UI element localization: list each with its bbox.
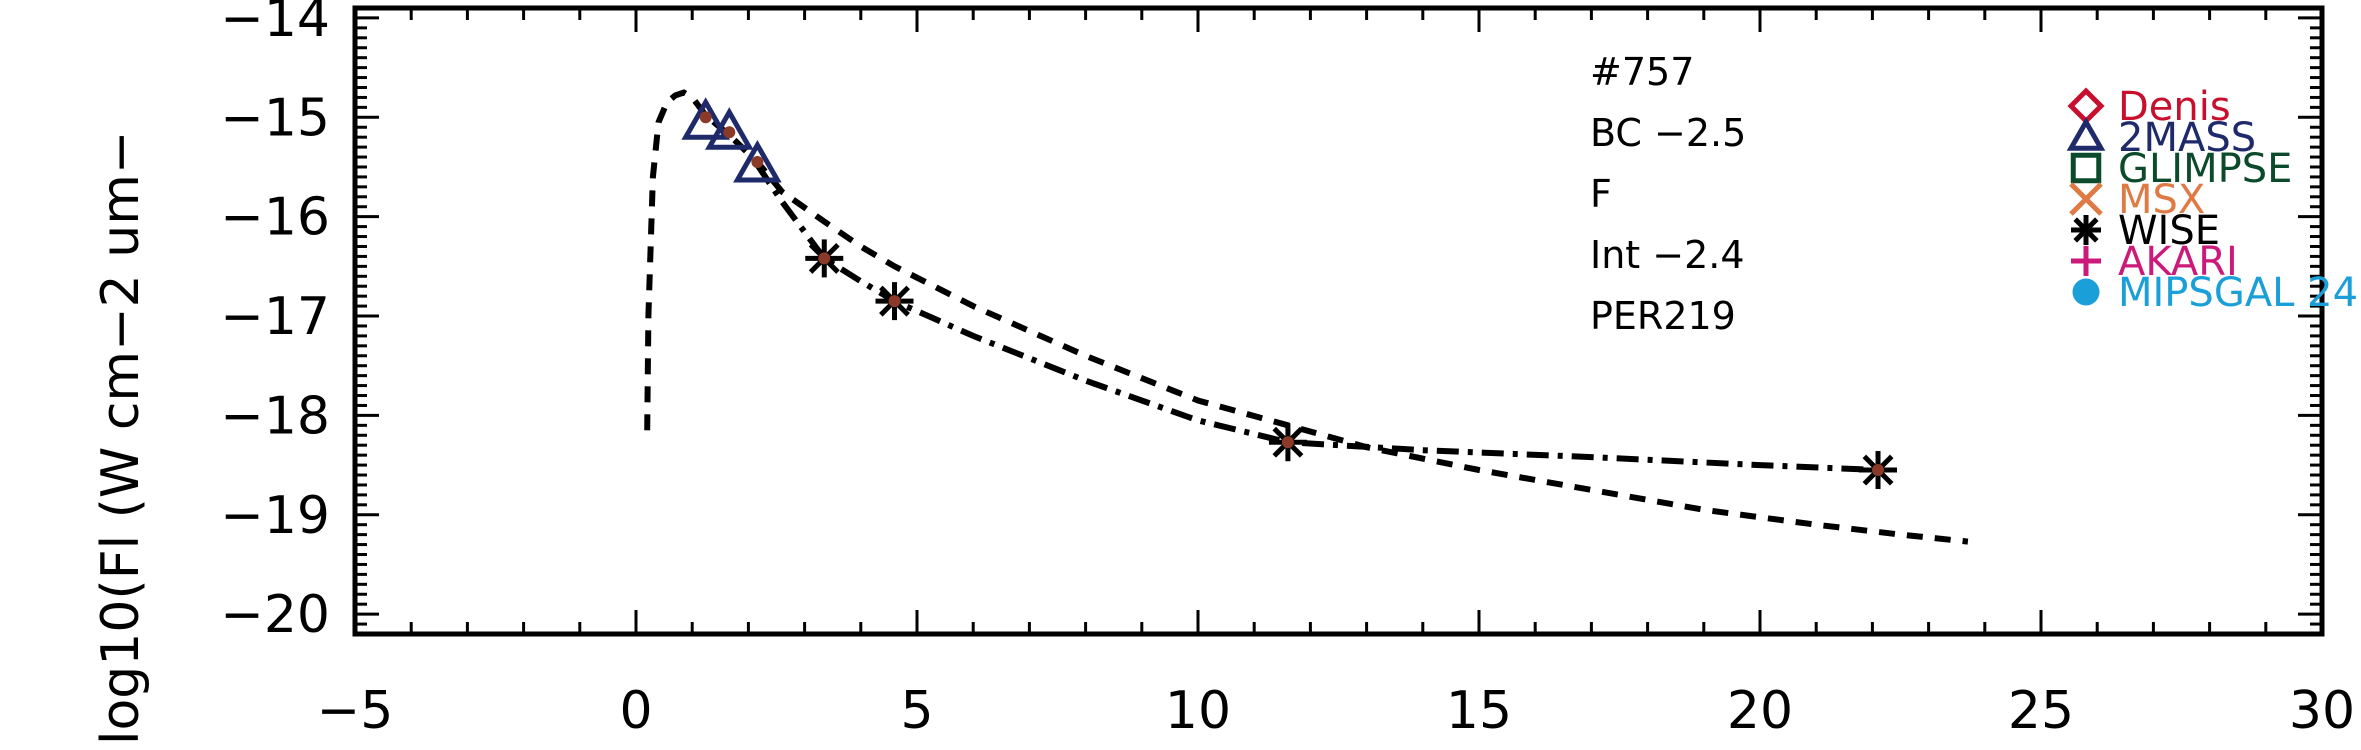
triangle-data-point <box>733 139 782 183</box>
legend-label: AKARI <box>2118 239 2238 285</box>
legend-label: WISE <box>2118 208 2220 254</box>
square-marker <box>2070 152 2102 184</box>
y-tick-label: −14 <box>220 0 330 49</box>
triangle-data-point <box>704 107 754 150</box>
x-tick-label: 30 <box>2289 681 2355 741</box>
y-tick-label: −17 <box>220 287 330 347</box>
model-curves <box>644 89 1969 545</box>
asterisk-marker <box>2071 215 2101 245</box>
x-tick-label: −5 <box>317 681 394 741</box>
legend-entry: AKARI <box>2071 239 2238 285</box>
legend-entry: Denis <box>2067 84 2231 130</box>
y-tick-label: −18 <box>220 386 330 446</box>
legend-label: GLIMPSE <box>2118 146 2292 192</box>
annotation-line: BC −2.5 <box>1590 111 1746 155</box>
legend-label: 2MASS <box>2118 115 2256 161</box>
legend-label: Denis <box>2118 84 2231 130</box>
legend-label: MSX <box>2118 177 2205 223</box>
legend-label: MIPSGAL 24 <box>2118 270 2358 316</box>
legend-entry: 2MASS <box>2066 115 2256 161</box>
dot-data-point <box>723 126 736 139</box>
annotation-line: F <box>1590 172 1612 216</box>
plot-frame <box>352 5 2325 637</box>
diamond-marker <box>2067 87 2105 125</box>
legend-entry: MIPSGAL 24 <box>2072 270 2358 316</box>
model-curve-dashed <box>644 89 1969 545</box>
y-axis-label: log10(Fl (W cm−2 um− <box>91 131 151 745</box>
x-tick-label: 0 <box>619 681 652 741</box>
x-stroke <box>2069 182 2103 216</box>
x-tick-label: 5 <box>900 681 933 741</box>
data-points <box>681 97 1898 490</box>
model-curve-dashdot <box>754 163 1879 473</box>
plus-marker <box>2071 246 2101 276</box>
dot-data-point <box>1281 436 1294 449</box>
y-tick-label: −20 <box>220 585 330 645</box>
axes: −5 0 5 10 15 20 25 30 −14 −15 −16 −17 −18 −19 −20 <box>220 0 2355 741</box>
y-tick-label: −19 <box>220 486 330 546</box>
annotation-line: PER219 <box>1590 294 1736 338</box>
x-marker <box>2069 182 2103 216</box>
legend-entry: WISE <box>2071 208 2220 254</box>
y-tick-label: −16 <box>220 188 330 248</box>
x-tick-label: 10 <box>1165 681 1231 741</box>
asterisk-stroke <box>2073 217 2099 243</box>
legend-entry: GLIMPSE <box>2070 146 2292 192</box>
circle-marker <box>2072 278 2100 306</box>
annotations: #757 BC −2.5 F Int −2.4 PER219 <box>1590 50 1746 338</box>
x-tick-label: 20 <box>1727 681 1793 741</box>
dot-data-point <box>751 156 764 169</box>
dot-data-point <box>818 252 831 265</box>
legend-entry: MSX <box>2069 177 2205 223</box>
x-tick-label: 25 <box>2008 681 2074 741</box>
dot-data-point <box>1872 464 1885 477</box>
triangle-marker <box>2066 116 2106 151</box>
dot-data-point <box>699 111 712 124</box>
x-tick-label: 15 <box>1446 681 1512 741</box>
y-tick-label: −15 <box>220 88 330 148</box>
annotation-line: Int −2.4 <box>1590 233 1745 277</box>
dot-data-point <box>888 295 901 308</box>
annotation-line: #757 <box>1590 50 1694 94</box>
triangle-data-point <box>681 97 730 140</box>
